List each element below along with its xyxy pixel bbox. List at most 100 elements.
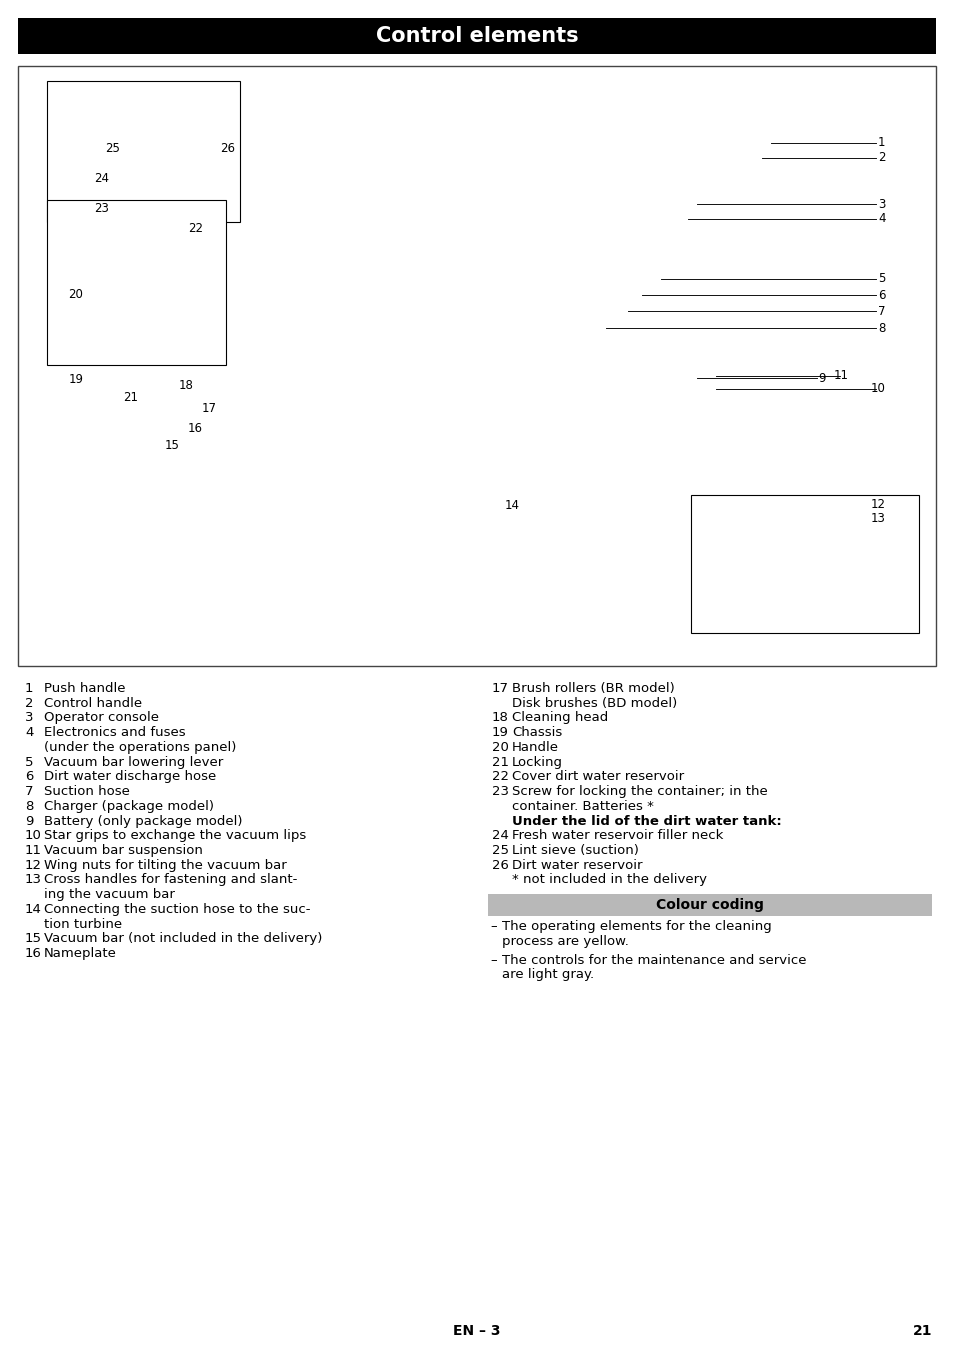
- Text: 15: 15: [165, 439, 179, 452]
- Text: 5: 5: [25, 756, 33, 769]
- Text: 16: 16: [188, 422, 203, 436]
- Text: 6: 6: [877, 288, 884, 302]
- Text: 15: 15: [25, 933, 42, 945]
- Text: 9: 9: [25, 815, 33, 827]
- Text: Dirt water reservoir: Dirt water reservoir: [512, 858, 641, 872]
- Text: Electronics and fuses: Electronics and fuses: [44, 726, 186, 739]
- Text: Battery (only package model): Battery (only package model): [44, 815, 242, 827]
- Text: Vacuum bar (not included in the delivery): Vacuum bar (not included in the delivery…: [44, 933, 322, 945]
- Text: Operator console: Operator console: [44, 711, 159, 724]
- Text: Control elements: Control elements: [375, 26, 578, 46]
- Text: 2: 2: [25, 697, 33, 709]
- Text: 24: 24: [94, 172, 109, 185]
- Text: Cleaning head: Cleaning head: [512, 711, 608, 724]
- Text: tion turbine: tion turbine: [44, 918, 122, 930]
- Text: 10: 10: [25, 829, 42, 842]
- Text: * not included in the delivery: * not included in the delivery: [512, 873, 706, 887]
- Text: 25: 25: [492, 844, 509, 857]
- Bar: [48, 200, 226, 364]
- Text: 18: 18: [178, 379, 193, 391]
- Text: Cover dirt water reservoir: Cover dirt water reservoir: [512, 770, 683, 784]
- Text: 19: 19: [492, 726, 508, 739]
- Text: Handle: Handle: [512, 741, 558, 754]
- Text: 26: 26: [492, 858, 508, 872]
- Text: Charger (package model): Charger (package model): [44, 800, 213, 812]
- Text: Chassis: Chassis: [512, 726, 561, 739]
- Text: 11: 11: [25, 844, 42, 857]
- Text: Vacuum bar lowering lever: Vacuum bar lowering lever: [44, 756, 223, 769]
- Text: Connecting the suction hose to the suc-: Connecting the suction hose to the suc-: [44, 903, 310, 915]
- Bar: [18, 66, 935, 666]
- Text: EN – 3: EN – 3: [453, 1324, 500, 1338]
- Text: 8: 8: [877, 322, 884, 334]
- Text: 5: 5: [877, 272, 884, 286]
- Text: Nameplate: Nameplate: [44, 946, 117, 960]
- Text: Colour coding: Colour coding: [656, 898, 763, 913]
- Bar: [690, 496, 918, 634]
- Text: 22: 22: [188, 222, 203, 234]
- Text: 11: 11: [833, 370, 848, 382]
- Text: Brush rollers (BR model): Brush rollers (BR model): [512, 682, 674, 695]
- Text: 3: 3: [25, 711, 33, 724]
- Text: 21: 21: [911, 1324, 931, 1338]
- Text: 24: 24: [492, 829, 508, 842]
- Text: process are yellow.: process are yellow.: [501, 934, 628, 948]
- Text: 10: 10: [870, 382, 884, 395]
- Text: Vacuum bar suspension: Vacuum bar suspension: [44, 844, 203, 857]
- Text: 1: 1: [25, 682, 33, 695]
- Text: Screw for locking the container; in the: Screw for locking the container; in the: [512, 785, 767, 798]
- Text: Disk brushes (BD model): Disk brushes (BD model): [512, 697, 677, 709]
- Text: 14: 14: [25, 903, 42, 915]
- Text: 17: 17: [492, 682, 509, 695]
- Text: 13: 13: [25, 873, 42, 887]
- Text: 26: 26: [220, 142, 234, 156]
- Text: Under the lid of the dirt water tank:: Under the lid of the dirt water tank:: [512, 815, 781, 827]
- Text: Locking: Locking: [512, 756, 562, 769]
- Text: 12: 12: [869, 497, 884, 510]
- Text: 13: 13: [870, 513, 884, 525]
- Text: Lint sieve (suction): Lint sieve (suction): [512, 844, 639, 857]
- Text: Star grips to exchange the vacuum lips: Star grips to exchange the vacuum lips: [44, 829, 306, 842]
- Text: (under the operations panel): (under the operations panel): [44, 741, 236, 754]
- Text: 25: 25: [105, 142, 120, 156]
- Text: –: –: [490, 921, 497, 933]
- Text: 1: 1: [877, 137, 884, 149]
- Text: The controls for the maintenance and service: The controls for the maintenance and ser…: [501, 953, 805, 967]
- Text: Dirt water discharge hose: Dirt water discharge hose: [44, 770, 216, 784]
- Text: 21: 21: [124, 391, 138, 403]
- Text: 8: 8: [25, 800, 33, 812]
- Text: Fresh water reservoir filler neck: Fresh water reservoir filler neck: [512, 829, 722, 842]
- Text: 7: 7: [25, 785, 33, 798]
- Bar: [48, 81, 240, 222]
- Text: Push handle: Push handle: [44, 682, 126, 695]
- Text: 9: 9: [818, 371, 825, 385]
- Text: 2: 2: [877, 152, 884, 164]
- Text: 14: 14: [504, 498, 519, 512]
- Text: 18: 18: [492, 711, 508, 724]
- Text: 17: 17: [201, 402, 216, 414]
- Bar: [488, 894, 931, 917]
- Text: 12: 12: [25, 858, 42, 872]
- Text: 7: 7: [877, 305, 884, 318]
- Text: 22: 22: [492, 770, 509, 784]
- Text: Wing nuts for tilting the vacuum bar: Wing nuts for tilting the vacuum bar: [44, 858, 287, 872]
- Text: 20: 20: [492, 741, 508, 754]
- Text: –: –: [490, 953, 497, 967]
- Text: Suction hose: Suction hose: [44, 785, 130, 798]
- Text: Control handle: Control handle: [44, 697, 142, 709]
- Text: 3: 3: [877, 198, 884, 210]
- Text: container. Batteries *: container. Batteries *: [512, 800, 653, 812]
- Text: 16: 16: [25, 946, 42, 960]
- Text: are light gray.: are light gray.: [501, 968, 594, 982]
- Text: 20: 20: [69, 287, 83, 301]
- Text: 4: 4: [877, 213, 884, 226]
- Text: 19: 19: [69, 374, 84, 386]
- Text: 23: 23: [492, 785, 509, 798]
- Text: ing the vacuum bar: ing the vacuum bar: [44, 888, 174, 902]
- Text: 4: 4: [25, 726, 33, 739]
- Text: 21: 21: [492, 756, 509, 769]
- Text: Cross handles for fastening and slant-: Cross handles for fastening and slant-: [44, 873, 297, 887]
- Text: 23: 23: [94, 202, 109, 215]
- Text: The operating elements for the cleaning: The operating elements for the cleaning: [501, 921, 771, 933]
- Text: 6: 6: [25, 770, 33, 784]
